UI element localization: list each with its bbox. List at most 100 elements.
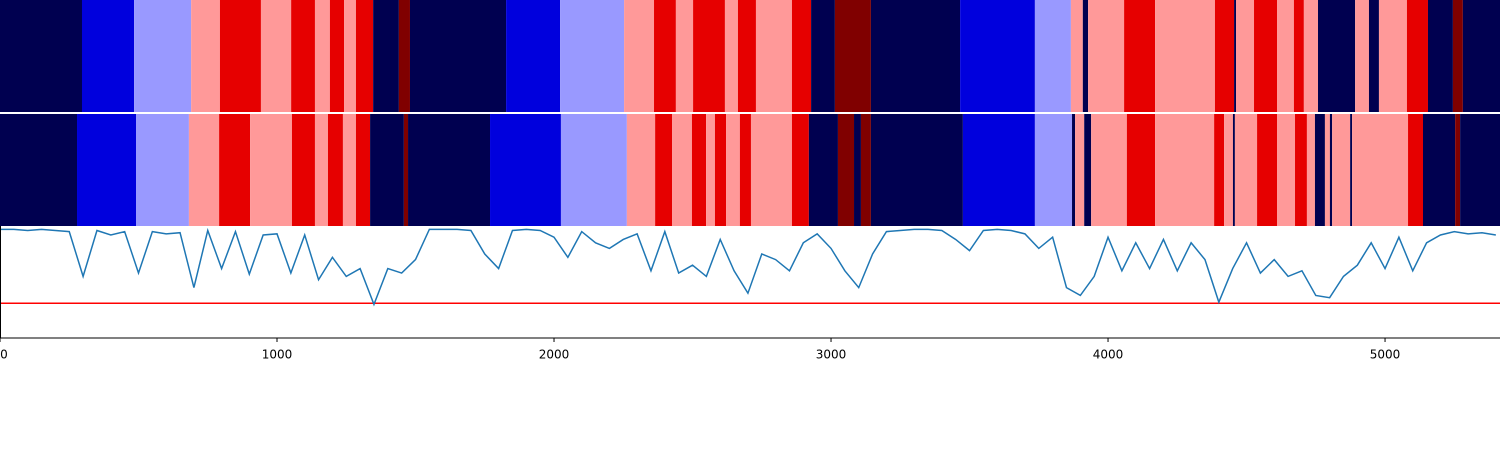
segment (314, 114, 328, 226)
segment (1084, 114, 1092, 226)
segment (837, 114, 855, 226)
segment (1455, 114, 1461, 226)
segment (1072, 114, 1076, 226)
segment (1452, 0, 1463, 112)
segment (373, 0, 399, 112)
x-tick-label: 4000 (1093, 348, 1124, 362)
segment (706, 114, 715, 226)
x-tick-label: 2000 (539, 348, 570, 362)
segment (654, 0, 676, 112)
segment (870, 0, 961, 112)
segment (1295, 114, 1307, 226)
segment (506, 0, 561, 112)
segment (1350, 114, 1353, 226)
segment (808, 114, 838, 226)
segment (1378, 0, 1407, 112)
segment (81, 0, 135, 112)
segment (188, 114, 220, 226)
segment (1293, 0, 1304, 112)
segment (1462, 0, 1500, 112)
segment (1082, 0, 1089, 112)
segment (834, 0, 871, 112)
segment (327, 114, 343, 226)
segment (1155, 114, 1215, 226)
segment (1329, 114, 1333, 226)
segment (1355, 0, 1369, 112)
segment (408, 114, 491, 226)
segment (250, 114, 292, 226)
segment (655, 114, 673, 226)
segment (0, 114, 78, 226)
segment (1422, 114, 1456, 226)
segment (737, 0, 756, 112)
segment (870, 114, 963, 226)
segment (1303, 0, 1319, 112)
x-tick-label: 0 (0, 348, 8, 362)
segment (739, 114, 751, 226)
segment (77, 114, 137, 226)
segment (1352, 114, 1409, 226)
segment (560, 0, 625, 112)
segment (1088, 0, 1125, 112)
segment (355, 0, 374, 112)
segment (1408, 114, 1423, 226)
segment (1236, 0, 1255, 112)
segment (1091, 114, 1127, 226)
x-tick-label: 5000 (1370, 348, 1401, 362)
segment (490, 114, 561, 226)
segment (1368, 0, 1379, 112)
segment (403, 114, 409, 226)
segment (791, 114, 809, 226)
segment (1075, 114, 1085, 226)
segment (726, 114, 740, 226)
segment (409, 0, 507, 112)
segment (755, 0, 792, 112)
segment (355, 114, 371, 226)
segment (136, 114, 189, 226)
segment (675, 0, 694, 112)
segment (342, 114, 356, 226)
segment (314, 0, 330, 112)
segment (714, 114, 727, 226)
segment (1254, 0, 1278, 112)
segment (191, 0, 220, 112)
segment (624, 0, 655, 112)
segment (1277, 0, 1294, 112)
segment (260, 0, 292, 112)
segment (1234, 114, 1258, 226)
segment (1460, 114, 1500, 226)
segment (1277, 114, 1296, 226)
segment (693, 0, 725, 112)
segment (219, 0, 261, 112)
segment (134, 0, 192, 112)
x-tick-label: 1000 (262, 348, 293, 362)
segment (1332, 114, 1351, 226)
segment (1318, 0, 1356, 112)
segment (1306, 114, 1315, 226)
line (0, 227, 1496, 307)
segment (1126, 114, 1156, 226)
segment (1234, 0, 1237, 112)
segment (1034, 114, 1073, 226)
segment (291, 0, 315, 112)
segment (1214, 0, 1235, 112)
segment (1324, 114, 1330, 226)
segment (1070, 0, 1083, 112)
segment (398, 0, 410, 112)
segment (1124, 0, 1156, 112)
x-tick-label: 3000 (816, 348, 847, 362)
segment (1257, 114, 1278, 226)
segment (219, 114, 251, 226)
segment (626, 114, 656, 226)
segment (791, 0, 812, 112)
segment (672, 114, 692, 226)
segment (724, 0, 738, 112)
segment (329, 0, 345, 112)
segment (860, 114, 871, 226)
segment (691, 114, 707, 226)
segment (1034, 0, 1071, 112)
segment (370, 114, 404, 226)
segment (962, 114, 1035, 226)
segment (1314, 114, 1325, 226)
